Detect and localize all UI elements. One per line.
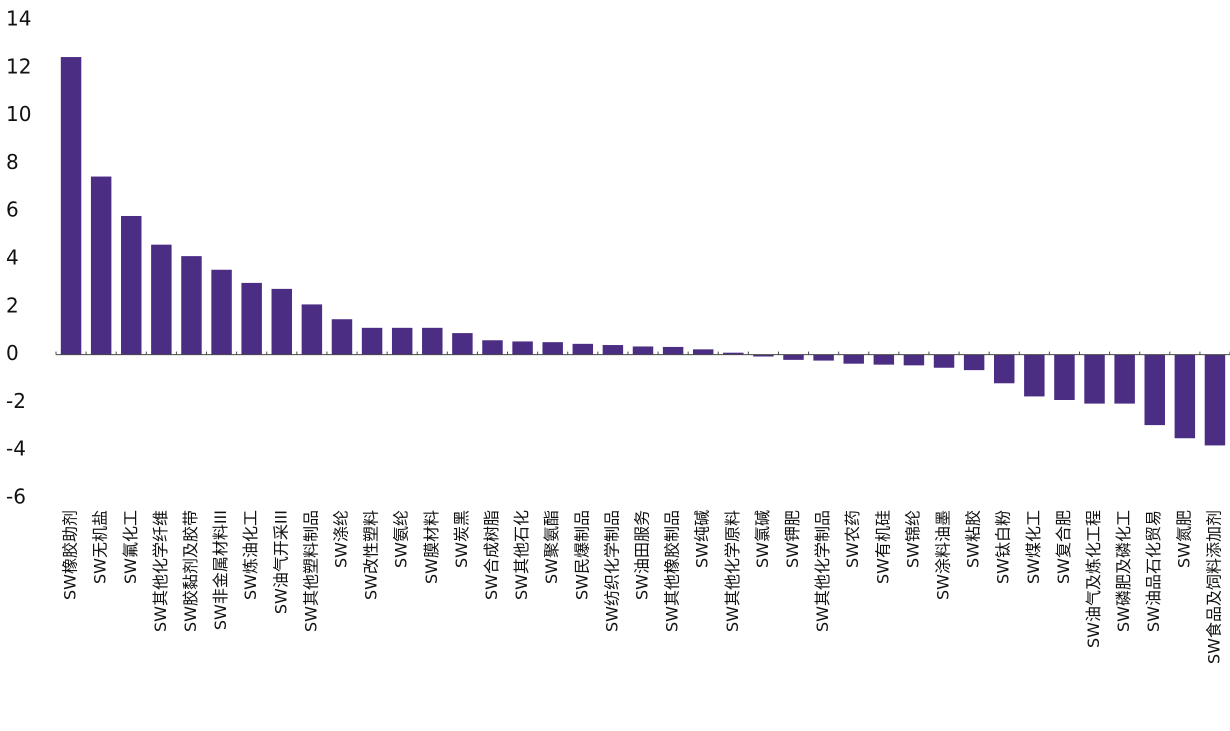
category-label: SW其他化学制品 [813, 510, 832, 632]
bar [542, 342, 563, 355]
category-label: SW氯碱 [753, 510, 772, 568]
y-tick-label: 10 [6, 102, 31, 126]
bar [452, 333, 473, 355]
bar [753, 354, 774, 357]
bar [602, 345, 624, 355]
bar [121, 215, 142, 355]
bar [301, 304, 323, 355]
y-tick-label: 12 [6, 54, 31, 78]
category-label: SW食品及饲料添加剂 [1204, 510, 1223, 664]
category-label: SW纺织化学制品 [602, 510, 621, 632]
y-axis-ticks: -6 -4 -2 0 2 4 6 8 10 12 14 [6, 7, 31, 509]
bar [512, 341, 533, 355]
category-label: SW油气开采III [271, 510, 290, 614]
y-tick-label: -2 [6, 389, 26, 413]
category-label: SW氨纶 [392, 510, 411, 568]
bar [933, 354, 955, 368]
bar [241, 282, 262, 355]
category-label: SW无机盐 [91, 510, 110, 584]
y-tick-label: 0 [6, 341, 19, 365]
bar [1174, 354, 1196, 439]
bar [90, 176, 112, 355]
bar [1084, 354, 1105, 404]
category-label: SW油田服务 [633, 510, 652, 600]
bar [723, 352, 744, 355]
category-label: SW钾肥 [783, 510, 802, 568]
category-label: SW油品石化贸易 [1144, 510, 1163, 632]
category-label: SW煤化工 [1024, 510, 1043, 584]
bar [422, 327, 443, 355]
bar [181, 256, 202, 355]
bar [1144, 354, 1165, 426]
category-label: SW改性塑料 [362, 510, 381, 600]
bar [482, 340, 503, 355]
bar [873, 354, 895, 365]
bar [662, 346, 684, 355]
bar [783, 354, 804, 360]
category-label: SW农药 [843, 510, 862, 568]
category-label: SW粘胶 [964, 510, 983, 568]
category-label: SW有机硅 [873, 510, 892, 584]
bar [1054, 354, 1075, 401]
category-label: SW其他橡胶制品 [663, 510, 682, 632]
category-label: SW磷肥及磷化工 [1114, 510, 1133, 632]
category-label: SW涤纶 [331, 510, 350, 568]
category-label: SW纯碱 [693, 510, 712, 568]
category-label: SW氮肥 [1174, 510, 1193, 568]
category-label: SW钛白粉 [994, 510, 1013, 584]
bar [361, 327, 383, 355]
bar [963, 354, 985, 371]
category-label: SW其他化学纤维 [151, 510, 170, 632]
bar [271, 288, 292, 355]
category-labels: SW橡胶助剂 SW无机盐 SW氟化工 SW其他化学纤维 SW胶黏剂及胶带 SW非金属材料I… [61, 510, 1224, 664]
bar [572, 343, 594, 355]
bar [1114, 354, 1135, 404]
y-tick-label: 2 [6, 293, 19, 317]
category-label: SW其他化学原料 [723, 510, 742, 632]
y-tick-label: -6 [6, 485, 26, 509]
bar [151, 244, 172, 355]
y-tick-label: -4 [6, 437, 26, 461]
bars [60, 57, 1226, 446]
category-label: SW其他石化 [512, 510, 531, 600]
bar [60, 57, 82, 355]
y-tick-label: 14 [6, 7, 31, 31]
category-label: SW其他塑料制品 [301, 510, 320, 632]
category-label: SW民爆制品 [572, 510, 591, 600]
y-tick-label: 8 [6, 150, 19, 174]
bar [1024, 354, 1045, 397]
category-label: SW膜材料 [422, 510, 441, 584]
y-tick-label: 6 [6, 198, 19, 222]
category-label: SW锦纶 [903, 510, 922, 568]
bar [692, 349, 714, 355]
bar [211, 269, 232, 355]
category-label: SW胶黏剂及胶带 [181, 510, 200, 632]
category-label: SW合成树脂 [482, 510, 501, 600]
category-label: SW复合肥 [1054, 510, 1073, 584]
category-label: SW非金属材料III [211, 510, 230, 630]
category-label: SW聚氨酯 [542, 510, 561, 584]
bar [331, 319, 353, 355]
bar [632, 346, 654, 355]
bar [813, 354, 834, 361]
category-label: SW炼油化工 [241, 510, 260, 600]
category-label: SW炭黑 [452, 510, 471, 568]
bar [994, 354, 1015, 384]
category-label: SW橡胶助剂 [61, 510, 80, 600]
category-label: SW油气及炼化工程 [1084, 510, 1103, 648]
y-tick-label: 4 [6, 246, 19, 270]
category-label: SW氟化工 [121, 510, 140, 584]
category-label: SW涂料油墨 [934, 510, 953, 600]
bar [391, 327, 413, 355]
bar [1204, 354, 1226, 446]
bar [843, 354, 864, 364]
zero-baseline [55, 351, 1230, 356]
bar [903, 354, 925, 366]
